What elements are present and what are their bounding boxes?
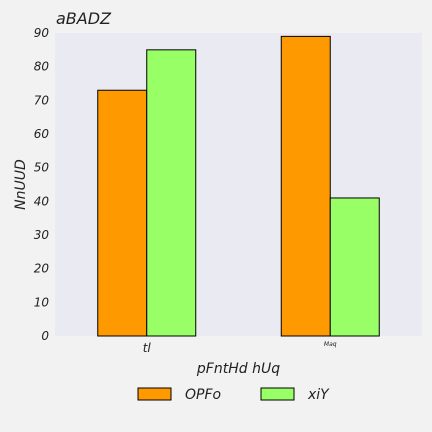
y-tick-label: 60 [34,127,50,141]
legend: OPFo xiY [137,387,330,403]
y-tick-label: 70 [34,93,50,107]
bar-OPFo-tl [97,89,148,337]
legend-swatch [260,387,295,401]
x-tick-label: Maq [324,341,337,348]
y-axis-label: NnUUD [13,159,29,210]
y-tick-label: 50 [34,161,50,175]
y-tick-label: 90 [34,26,50,40]
chart-title: aBADZ [56,9,112,28]
y-tick-label: 20 [34,262,50,276]
y-tick-label: 40 [34,194,50,208]
bar-xiY-tl [146,49,197,337]
y-tick-label: 10 [34,295,50,309]
y-axis-ticks: 0 10 20 30 40 50 60 70 80 90 [34,26,50,343]
x-axis-label: pFntHd hUq [196,361,280,377]
bar-OPFo-Maq [280,35,331,337]
y-tick-label: 30 [34,228,50,242]
legend-label: xiY [307,387,330,403]
legend-label: OPFo [185,387,221,403]
x-axis-ticks: tl Maq [143,341,337,355]
bar-xiY-Maq [329,197,380,337]
x-tick-label: tl [143,341,152,355]
bars-layer [97,35,380,337]
legend-swatch [137,387,172,401]
y-tick-label: 80 [34,60,50,74]
y-tick-label: 0 [41,329,49,343]
